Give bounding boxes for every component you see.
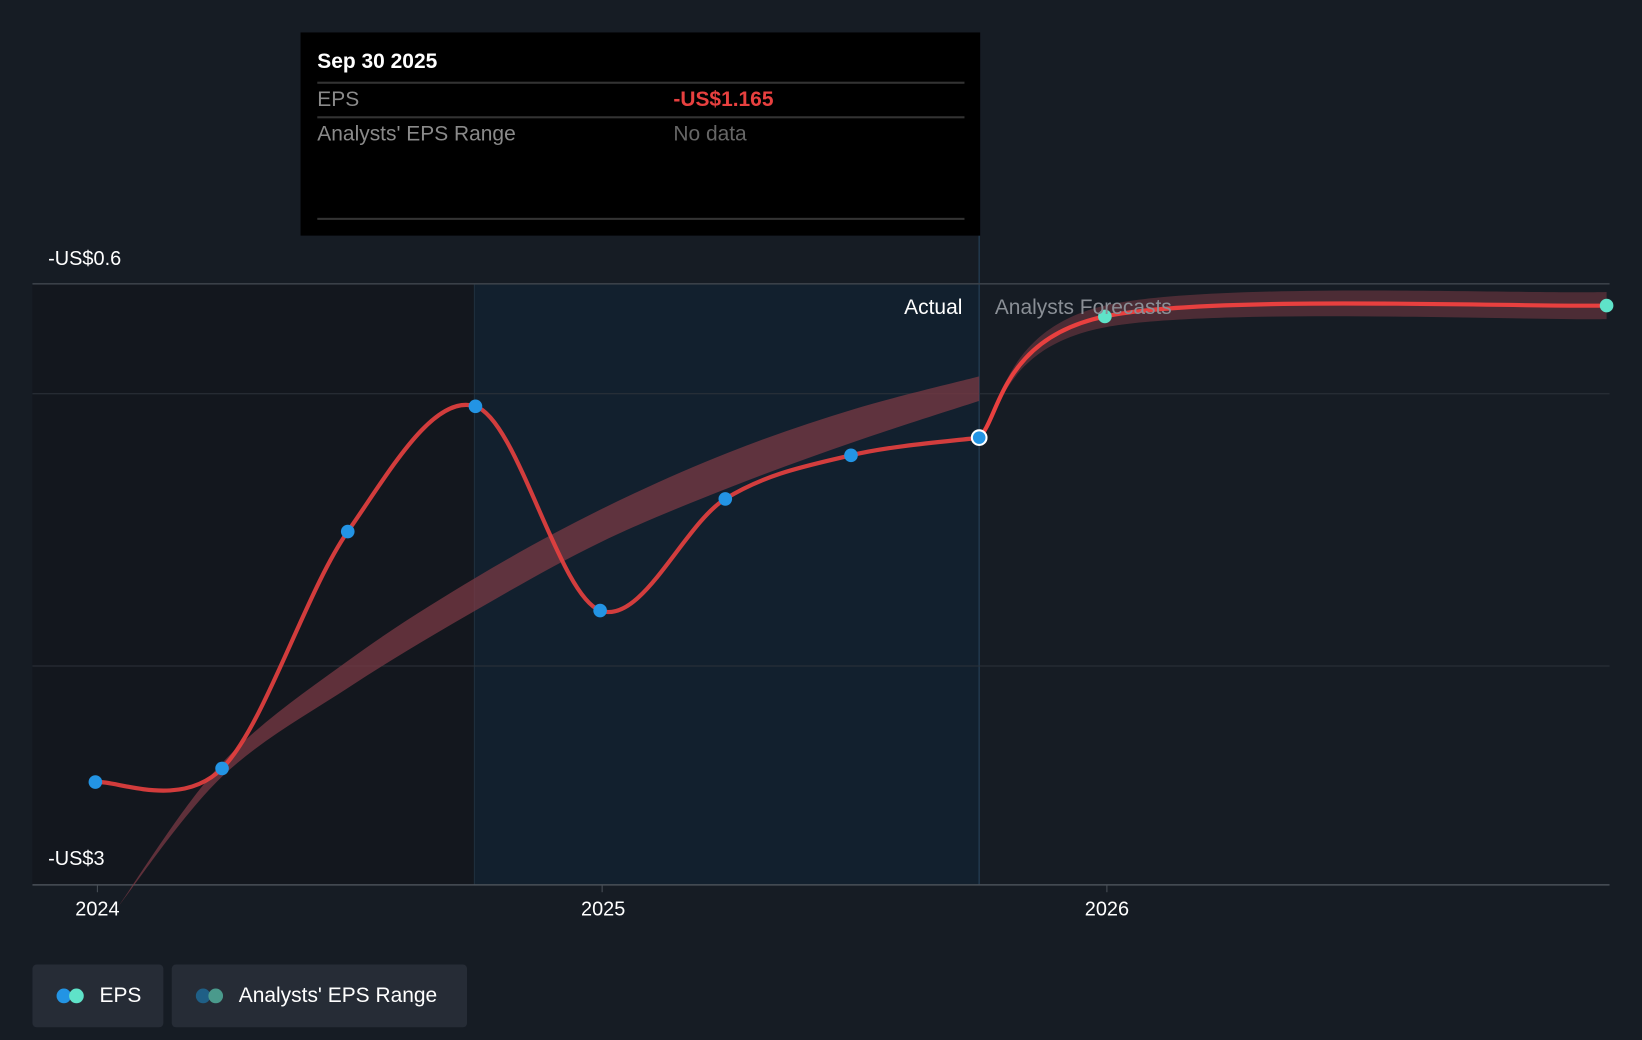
eps-line xyxy=(95,402,980,793)
y-tick-label: -US$3 xyxy=(48,848,105,871)
tooltip-row-range: Analysts' EPS Range No data xyxy=(317,116,965,152)
legend-label: Analysts' EPS Range xyxy=(238,983,438,1007)
x-tick-label: 2024 xyxy=(75,898,120,921)
eps-point xyxy=(970,429,988,447)
x-tick-label: 2025 xyxy=(581,898,626,921)
range-legend-icon xyxy=(195,988,225,1004)
tooltip-date: Sep 30 2025 xyxy=(317,50,438,74)
eps-point xyxy=(340,524,355,539)
eps-point xyxy=(468,399,483,414)
y-tick-label: -US$0.6 xyxy=(48,248,122,271)
tooltip-label: Analysts' EPS Range xyxy=(317,122,516,146)
tooltip-label: EPS xyxy=(317,87,360,112)
forecast-point xyxy=(1098,309,1112,324)
eps-point xyxy=(718,492,733,506)
tooltip-value: No data xyxy=(673,122,747,146)
eps-point xyxy=(593,603,607,618)
highlight-region xyxy=(474,283,980,885)
legend-eps-button[interactable]: EPS xyxy=(32,964,164,1028)
legend-label: EPS xyxy=(99,983,142,1007)
legend-range-button[interactable]: Analysts' EPS Range xyxy=(171,964,468,1028)
tooltip-value: -US$1.165 xyxy=(673,87,774,112)
eps-point xyxy=(844,448,858,463)
eps-legend-icon xyxy=(56,988,86,1004)
tooltip-divider xyxy=(317,217,965,220)
eps-point xyxy=(88,775,103,789)
tooltip: Sep 30 2025 EPS -US$1.165 Analysts' EPS … xyxy=(300,32,981,236)
past-region xyxy=(32,283,475,885)
x-tick-label: 2026 xyxy=(1084,898,1130,921)
eps-line xyxy=(977,301,1607,440)
tooltip-row-eps: EPS -US$1.165 xyxy=(317,81,965,118)
forecast-label: Analysts Forecasts xyxy=(994,296,1172,320)
actual-label: Actual xyxy=(904,296,963,320)
eps-point xyxy=(215,761,229,776)
forecast-point xyxy=(1599,298,1614,313)
